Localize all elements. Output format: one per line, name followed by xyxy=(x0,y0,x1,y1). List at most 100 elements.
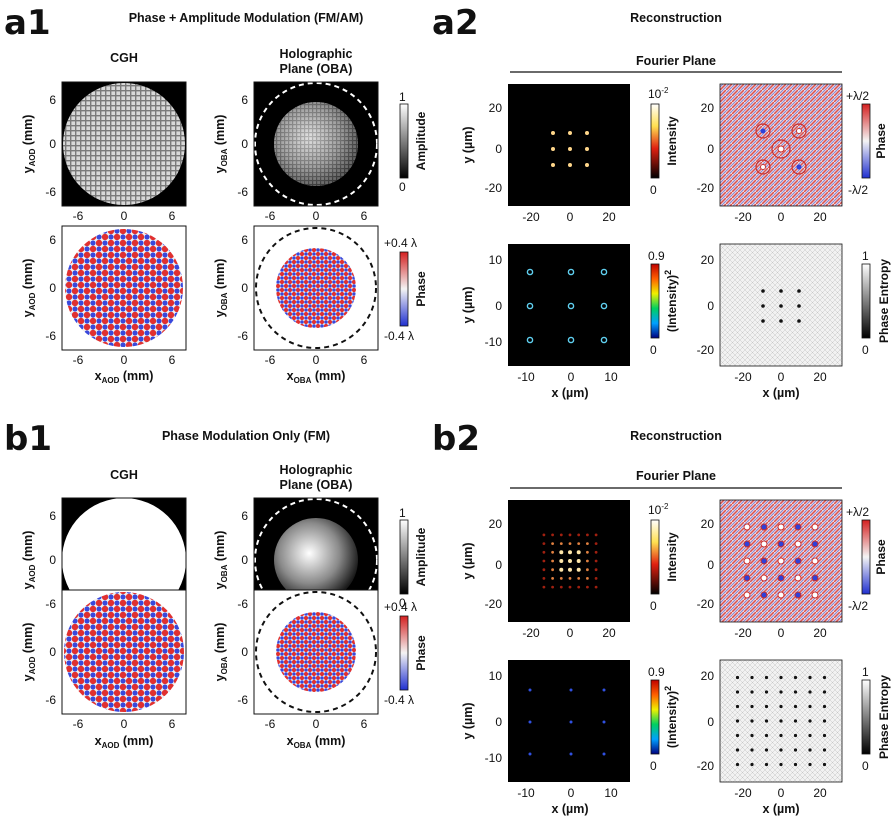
intensity-spot xyxy=(551,585,554,589)
svg-text:6: 6 xyxy=(241,233,248,247)
intensity-spot xyxy=(568,577,572,580)
svg-text:Phase: Phase xyxy=(874,539,888,575)
svg-text:-λ/2: -λ/2 xyxy=(848,599,868,613)
svg-text:1: 1 xyxy=(399,506,406,520)
svg-text:0: 0 xyxy=(707,299,714,313)
svg-text:0: 0 xyxy=(121,209,128,223)
svg-text:(Intensity)2: (Intensity)2 xyxy=(663,270,679,332)
entropy-dot xyxy=(779,748,783,752)
entropy-dot xyxy=(750,762,754,767)
entropy-dot xyxy=(735,733,740,738)
intensity-spot xyxy=(568,567,572,572)
svg-text:-10: -10 xyxy=(485,751,503,765)
intensity-spot xyxy=(559,567,564,572)
svg-text:-6: -6 xyxy=(265,353,276,367)
svg-text:20: 20 xyxy=(489,517,503,531)
entropy-dot xyxy=(822,704,827,709)
intensity-spot xyxy=(559,550,564,555)
b2-intensity-sq-colorbar: 0.9 0 (Intensity)2 xyxy=(648,665,679,773)
a2-axes: 20 0 -20 20 0 -20 -20 0 20 -20 0 20 10 0… xyxy=(461,101,827,400)
svg-text:10: 10 xyxy=(604,786,618,800)
entropy-dot xyxy=(735,675,740,680)
svg-text:yAOD (mm): yAOD (mm) xyxy=(21,531,37,590)
intensity-spot xyxy=(568,585,572,589)
svg-text:20: 20 xyxy=(701,101,715,115)
svg-text:x (µm): x (µm) xyxy=(762,802,799,816)
svg-text:yOBA (mm): yOBA (mm) xyxy=(213,115,229,174)
svg-text:-6: -6 xyxy=(73,353,84,367)
entropy-dot xyxy=(735,748,740,752)
svg-text:0: 0 xyxy=(49,645,56,659)
entropy-dot xyxy=(808,733,812,738)
svg-text:10-2: 10-2 xyxy=(648,86,669,101)
svg-text:-20: -20 xyxy=(485,181,503,195)
intensity-spot xyxy=(577,542,581,545)
svg-text:6: 6 xyxy=(49,233,56,247)
svg-text:0: 0 xyxy=(495,142,502,156)
b1-holo-phase-plot xyxy=(253,589,379,715)
entropy-dot xyxy=(735,719,740,723)
svg-text:6: 6 xyxy=(169,717,176,731)
phase-vortex xyxy=(794,540,802,548)
svg-text:0: 0 xyxy=(650,343,657,357)
svg-text:+λ/2: +λ/2 xyxy=(846,89,869,103)
svg-text:-6: -6 xyxy=(73,209,84,223)
entropy-dot xyxy=(808,704,812,709)
svg-text:0: 0 xyxy=(121,353,128,367)
svg-text:-20: -20 xyxy=(734,626,752,640)
a2-title: Reconstruction xyxy=(630,11,722,25)
entropy-dot xyxy=(808,762,812,767)
intensity-spot xyxy=(542,559,546,563)
phase-vortex xyxy=(811,523,819,531)
phase-vortex xyxy=(777,591,785,599)
b2-intensity-sq-plot xyxy=(508,660,630,782)
svg-text:-6: -6 xyxy=(265,717,276,731)
svg-text:20: 20 xyxy=(701,669,715,683)
svg-text:0: 0 xyxy=(650,183,657,197)
a1-axes: 6 0 -6 6 0 -6 6 0 -6 6 0 -6 -6 0 6 -6 0 … xyxy=(21,93,368,385)
entropy-dot xyxy=(764,675,769,680)
panel-label-b2: b2 xyxy=(432,419,480,459)
b1-phase-colorbar: +0.4 λ -0.4 λ Phase xyxy=(384,600,428,707)
a1-holo-phase-plot xyxy=(253,225,379,351)
b2-intensity-plot xyxy=(508,500,630,622)
b1-axes: 6 0 -6 6 6 0 -6 6 0 -6 0 -6 -6 0 6 -6 0 … xyxy=(21,509,368,750)
svg-text:-0.4 λ: -0.4 λ xyxy=(384,329,414,343)
svg-text:+λ/2: +λ/2 xyxy=(846,505,869,519)
svg-text:-20: -20 xyxy=(485,597,503,611)
phase-vortex xyxy=(794,523,802,531)
svg-text:20: 20 xyxy=(489,101,503,115)
svg-text:20: 20 xyxy=(813,786,827,800)
svg-text:+0.4 λ: +0.4 λ xyxy=(384,236,417,250)
phase-vortex xyxy=(794,574,802,582)
svg-text:-10: -10 xyxy=(485,335,503,349)
svg-text:-20: -20 xyxy=(734,370,752,384)
a1-phase-colorbar: +0.4 λ -0.4 λ Phase xyxy=(384,236,428,343)
svg-text:10: 10 xyxy=(489,669,503,683)
svg-text:Amplitude: Amplitude xyxy=(414,111,428,170)
phase-vortex xyxy=(760,591,768,599)
intensity-spot xyxy=(542,568,546,572)
svg-text:0: 0 xyxy=(650,599,657,613)
svg-text:Amplitude: Amplitude xyxy=(414,527,428,586)
a2-phase-plot xyxy=(719,83,843,207)
intensity-spot xyxy=(586,568,589,572)
svg-text:6: 6 xyxy=(169,353,176,367)
a1-holo-title-2: Plane (OBA) xyxy=(280,62,353,76)
svg-text:-6: -6 xyxy=(265,209,276,223)
panel-label-a1: a1 xyxy=(4,3,51,43)
svg-text:-20: -20 xyxy=(522,210,540,224)
svg-text:-20: -20 xyxy=(734,786,752,800)
svg-text:6: 6 xyxy=(169,209,176,223)
panel-label-b1: b1 xyxy=(4,419,52,459)
intensity-spot xyxy=(577,585,581,589)
a2-fourier-title: Fourier Plane xyxy=(636,54,716,68)
intensity-spot xyxy=(559,533,563,537)
svg-text:-6: -6 xyxy=(73,717,84,731)
intensity-spot xyxy=(559,542,563,545)
intensity-spot xyxy=(576,567,581,572)
intensity-spot xyxy=(577,533,581,537)
svg-text:0: 0 xyxy=(399,180,406,194)
phase-vortex xyxy=(811,574,819,582)
